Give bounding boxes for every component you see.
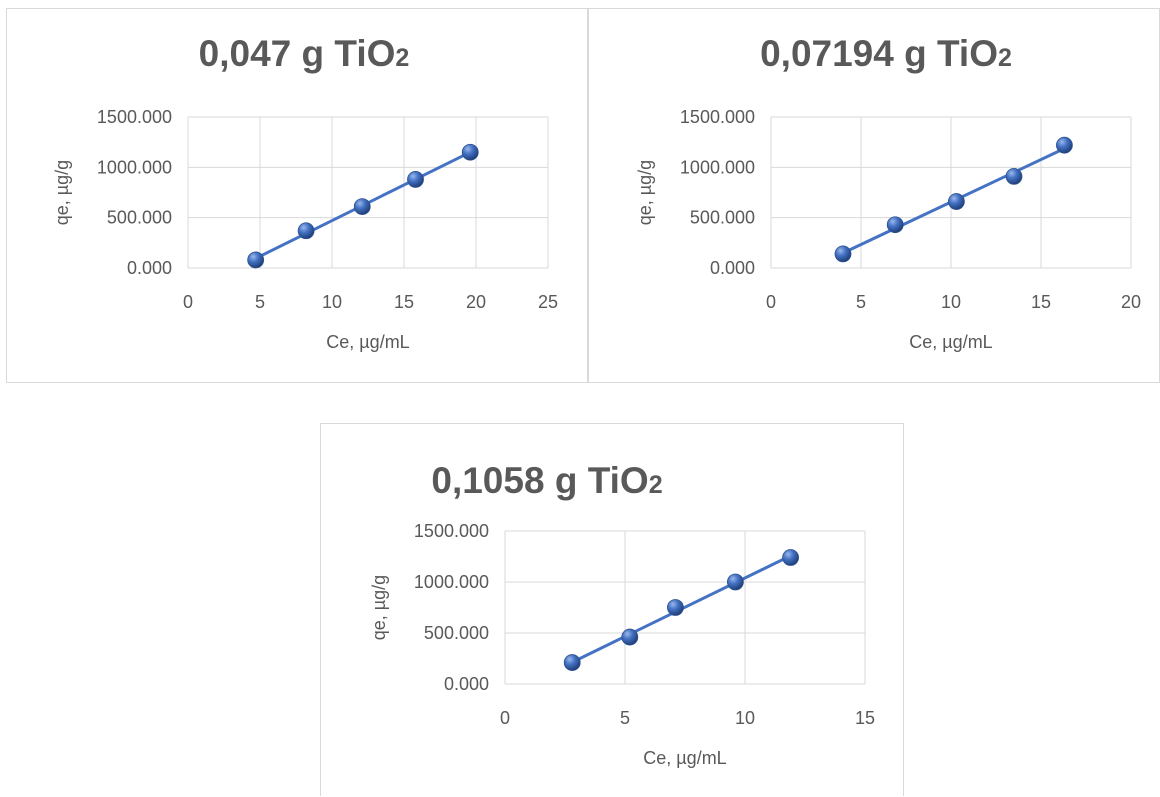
chart-2-data-point-4 [1055, 136, 1073, 154]
chart-1-data-point-0 [247, 251, 265, 269]
chart-3-data-point-0 [563, 654, 581, 671]
chart-2-ytick-label-1: 500.000 [690, 208, 755, 228]
chart-1-xtick-label-1: 5 [255, 292, 265, 312]
chart-1-xtick-label-4: 20 [466, 292, 486, 312]
chart-1-xtick-label-2: 10 [322, 292, 342, 312]
chart-2-data-point-2 [947, 193, 965, 210]
chart-3-ytick-label-2: 1000.000 [414, 572, 489, 592]
chart-3-title: 0,1058 g TiO2 [431, 460, 662, 501]
chart-panel-3: 0,1058 g TiO2 0.000 500.000 1000.000 1500.00… [320, 423, 904, 796]
chart-1-xtick-label-0: 0 [183, 292, 193, 312]
chart-2-data-point-0 [834, 245, 852, 263]
chart-3-data-point-2 [666, 599, 684, 616]
chart-1-ytick-label-0: 0.000 [127, 258, 172, 278]
chart-1-xtick-label-3: 15 [394, 292, 414, 312]
chart-1-ytick-label-2: 1000.000 [97, 157, 172, 177]
chart-2-ytick-label-0: 0.000 [710, 258, 755, 278]
chart-3-xtick-label-2: 10 [735, 708, 755, 728]
chart-1-xtick-label-5: 25 [538, 292, 558, 312]
chart-2-title: 0,07194 g TiO2 [760, 33, 1012, 74]
chart-1-ytick-label-3: 1500.000 [97, 107, 172, 127]
chart-1-ytick-label-1: 500.000 [107, 208, 172, 228]
chart-2-xtick-label-3: 15 [1031, 292, 1051, 312]
chart-2-x-axis-title: Ce, µg/mL [909, 332, 992, 352]
chart-3-data-point-3 [726, 573, 744, 591]
chart-1-data-point-3 [407, 171, 424, 188]
chart-3-data-point-4 [782, 549, 800, 566]
chart-2-xtick-label-0: 0 [766, 292, 776, 312]
chart-panel-2: 0,07194 g TiO2 0.000 500.000 1000.000 1500.0… [588, 8, 1160, 383]
chart-3-xtick-label-3: 15 [855, 708, 875, 728]
chart-1-title: 0,047 g TiO2 [199, 33, 410, 74]
chart-1-data-point-4 [461, 143, 479, 161]
chart-1-title-main: 0,047 g TiO [199, 33, 396, 74]
chart-panel-1: 0,047 g TiO2 0.000 500.000 1000.000 1500.000… [6, 8, 588, 383]
chart-3-title-subscript: 2 [649, 471, 663, 499]
chart-2-ytick-label-3: 1500.000 [680, 107, 755, 127]
chart-1-title-subscript: 2 [395, 44, 409, 72]
chart-2-xtick-label-1: 5 [856, 292, 866, 312]
chart-3-ytick-label-3: 1500.000 [414, 521, 489, 541]
chart-3-ytick-label-1: 500.000 [424, 623, 489, 643]
chart-1-svg: 0,047 g TiO2 0.000 500.000 1000.000 1500.000… [52, 33, 558, 352]
chart-3-title-main: 0,1058 g TiO [431, 460, 648, 501]
chart-3-y-axis-title: qe, µg/g [369, 575, 389, 640]
chart-1-data-point-2 [353, 198, 371, 215]
chart-2-svg: 0,07194 g TiO2 0.000 500.000 1000.000 1500.0… [635, 33, 1141, 352]
chart-3-xtick-label-1: 5 [620, 708, 630, 728]
chart-1-y-axis-title: qe, µg/g [52, 160, 72, 225]
chart-2-title-main: 0,07194 g TiO [760, 33, 998, 74]
chart-1-data-point-1 [297, 222, 315, 240]
chart-1-x-axis-title: Ce, µg/mL [326, 332, 409, 352]
chart-2-xtick-label-2: 10 [941, 292, 961, 312]
chart-2-data-point-1 [886, 216, 904, 234]
chart-2-y-axis-title: qe, µg/g [635, 160, 655, 225]
chart-2-title-subscript: 2 [998, 44, 1012, 72]
chart-3-x-axis-title: Ce, µg/mL [643, 748, 726, 768]
chart-2-xtick-label-4: 20 [1121, 292, 1141, 312]
chart-3-data-point-1 [621, 628, 639, 646]
chart-3-svg: 0,1058 g TiO2 0.000 500.000 1000.000 1500.00… [369, 460, 875, 768]
chart-3-ytick-label-0: 0.000 [444, 674, 489, 694]
chart-3-xtick-label-0: 0 [500, 708, 510, 728]
chart-2-data-point-3 [1005, 167, 1023, 185]
chart-2-ytick-label-2: 1000.000 [680, 157, 755, 177]
